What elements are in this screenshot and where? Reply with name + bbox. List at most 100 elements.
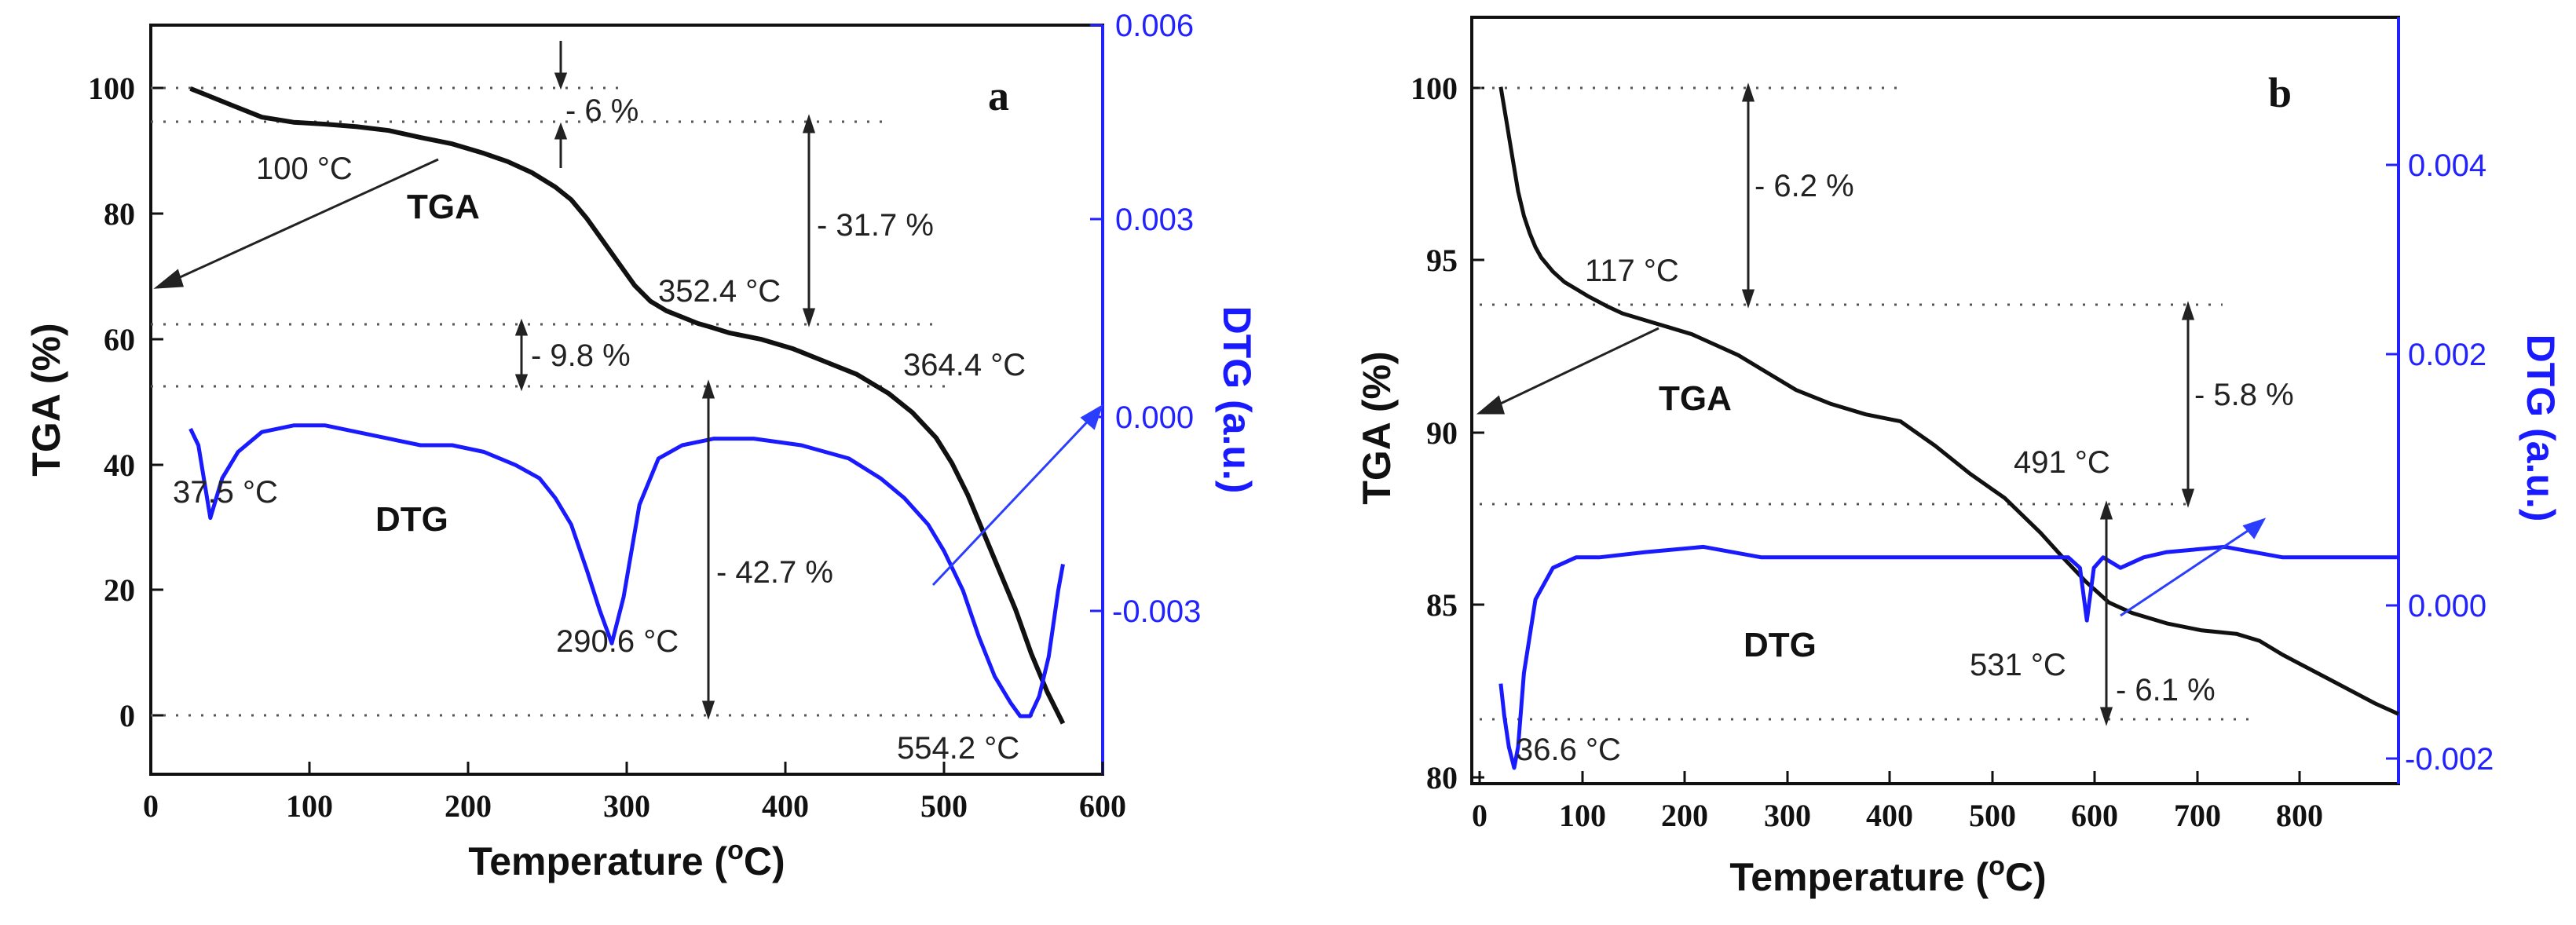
a-arrow-6pct-bottom-head [554, 122, 568, 140]
a-arrow-6pct-top-head [554, 72, 568, 90]
b-anno-366: 36.6 °C [1516, 733, 1621, 767]
b-y2tick-label: 0.002 [2408, 338, 2486, 372]
a-y2tick-label: -0.003 [1112, 594, 1201, 629]
a-arrow-317-head-bottom [802, 308, 816, 327]
a-dtg-pointer-arrow [931, 411, 1097, 587]
b-anno-491: 491 °C [2014, 445, 2110, 480]
a-anno-98: - 9.8 % [531, 338, 631, 373]
panel-a-y2-ticks: -0.003 0.000 0.003 0.006 [1090, 9, 1201, 629]
a-anno-364: 364.4 °C [903, 348, 1026, 382]
a-xtick-label: 300 [603, 788, 650, 824]
b-arrow-62-head-top [1741, 82, 1755, 102]
a-arrow-427-head-top [701, 379, 715, 399]
b-xtick-label: 500 [1969, 798, 2016, 833]
b-y2tick-label: -0.002 [2405, 742, 2494, 777]
a-anno-6: - 6 % [565, 93, 639, 128]
b-anno-61: - 6.1 % [2116, 673, 2216, 707]
a-tga-curve [189, 86, 1066, 725]
panel-a-x-ticks: 0 100 200 300 400 500 600 [143, 762, 1126, 824]
panel-a-frame [149, 24, 1104, 776]
a-xtick-label: 500 [920, 788, 968, 824]
a-anno-290: 290.6 °C [556, 624, 679, 659]
a-arrow-98-head-bottom [514, 374, 529, 392]
a-anno-37: 37.5 °C [173, 475, 278, 510]
b-xtick-label: 200 [1661, 798, 1708, 833]
a-anno-100: 100 °C [256, 152, 353, 186]
a-xtick-label: 200 [445, 788, 492, 824]
a-anno-554: 554.2 °C [897, 731, 1019, 766]
a-tga-pointer-arrow [167, 158, 439, 284]
a-reference-lines [151, 86, 1052, 717]
b-xtick-label: 100 [1559, 798, 1606, 833]
a-y2tick-label: 0.003 [1115, 203, 1194, 237]
a-anno-317: - 31.7 % [817, 208, 934, 243]
a-ytick-label: 100 [88, 71, 135, 106]
a-anno-352: 352.4 °C [658, 274, 781, 309]
a-xtick-label: 600 [1079, 788, 1126, 824]
panel-a-y-ticks: 0 20 40 60 80 100 [88, 71, 163, 733]
b-arrow-61-head-top [2099, 500, 2113, 520]
b-anno-58: - 5.8 % [2194, 378, 2294, 412]
a-ytick-label: 0 [119, 698, 135, 733]
panel-b-x-ticks: 0 100 200 300 400 500 600 700 800 [1472, 771, 2323, 833]
a-tga-pointer-head [153, 269, 185, 289]
b-y2tick-label: 0.000 [2408, 589, 2486, 623]
a-ytick-label: 20 [104, 572, 135, 608]
a-x-axis-label: Temperature (oC) [468, 835, 785, 883]
b-ytick-label: 85 [1426, 587, 1458, 623]
a-y2-axis-label: DTG (a.u.) [1215, 306, 1259, 494]
a-ytick-label: 80 [104, 196, 135, 232]
b-anno-531: 531 °C [1970, 648, 2066, 682]
b-arrow-62-head-bottom [1741, 289, 1755, 309]
panel-b-y-ticks: 80 85 90 95 100 [1411, 71, 1484, 795]
b-arrow-58-head-top [2181, 301, 2195, 320]
b-arrow-61-head-bottom [2099, 707, 2113, 726]
a-dtg-curve [188, 423, 1065, 718]
b-x-axis-label: Temperature (oC) [1729, 851, 2046, 899]
a-y2tick-label: 0.006 [1115, 9, 1194, 43]
b-reference-lines [1480, 86, 2254, 721]
b-panel-letter: b [2268, 69, 2292, 116]
a-y-axis-label: TGA (%) [24, 323, 68, 476]
b-xtick-label: 400 [1866, 798, 1913, 833]
b-dtg-pointer-head [2242, 517, 2267, 539]
a-tga-label: TGA [407, 188, 480, 226]
b-anno-62: - 6.2 % [1755, 169, 1854, 203]
a-arrow-317-head-top [802, 114, 816, 133]
a-arrow-427-head-bottom [701, 700, 715, 720]
a-arrow-98-head-top [514, 318, 529, 336]
b-ytick-label: 80 [1426, 760, 1458, 795]
b-annotation-arrows [1476, 82, 2267, 726]
b-dtg-label: DTG [1744, 626, 1817, 664]
a-xtick-label: 100 [286, 788, 333, 824]
b-dtg-curve [1498, 544, 2399, 770]
b-y2tick-label: 0.004 [2408, 148, 2486, 183]
b-xtick-label: 600 [2071, 798, 2118, 833]
panel-b-y2-ticks: -0.002 0.000 0.002 0.004 [2386, 148, 2494, 777]
a-annotation-arrows [153, 41, 1103, 720]
a-anno-427: - 42.7 % [716, 555, 833, 590]
b-ytick-label: 100 [1411, 71, 1458, 106]
b-tga-label: TGA [1659, 379, 1732, 418]
a-ytick-label: 60 [104, 322, 135, 357]
b-ytick-label: 95 [1426, 243, 1458, 278]
b-arrow-58-head-bottom [2181, 488, 2195, 508]
panel-b: 0 100 200 300 400 500 600 700 800 80 85 … [1355, 16, 2563, 899]
a-panel-letter: a [988, 72, 1009, 119]
panel-a: 0 100 200 300 400 500 600 0 20 40 60 80 … [24, 9, 1259, 883]
b-tga-curve [1498, 86, 2400, 716]
a-xtick-label: 0 [143, 788, 159, 824]
b-y2-axis-label: DTG (a.u.) [2519, 335, 2563, 522]
b-xtick-label: 300 [1764, 798, 1811, 833]
b-xtick-label: 700 [2174, 798, 2221, 833]
b-dtg-pointer-arrow [2120, 523, 2258, 617]
b-ytick-label: 90 [1426, 415, 1458, 451]
a-dtg-pointer-head [1080, 404, 1103, 430]
b-y-axis-label: TGA (%) [1355, 351, 1399, 504]
a-xtick-label: 400 [762, 788, 809, 824]
a-y2tick-label: 0.000 [1115, 400, 1194, 435]
b-xtick-label: 0 [1472, 798, 1487, 833]
b-xtick-label: 800 [2276, 798, 2323, 833]
b-tga-pointer-head [1476, 395, 1506, 415]
